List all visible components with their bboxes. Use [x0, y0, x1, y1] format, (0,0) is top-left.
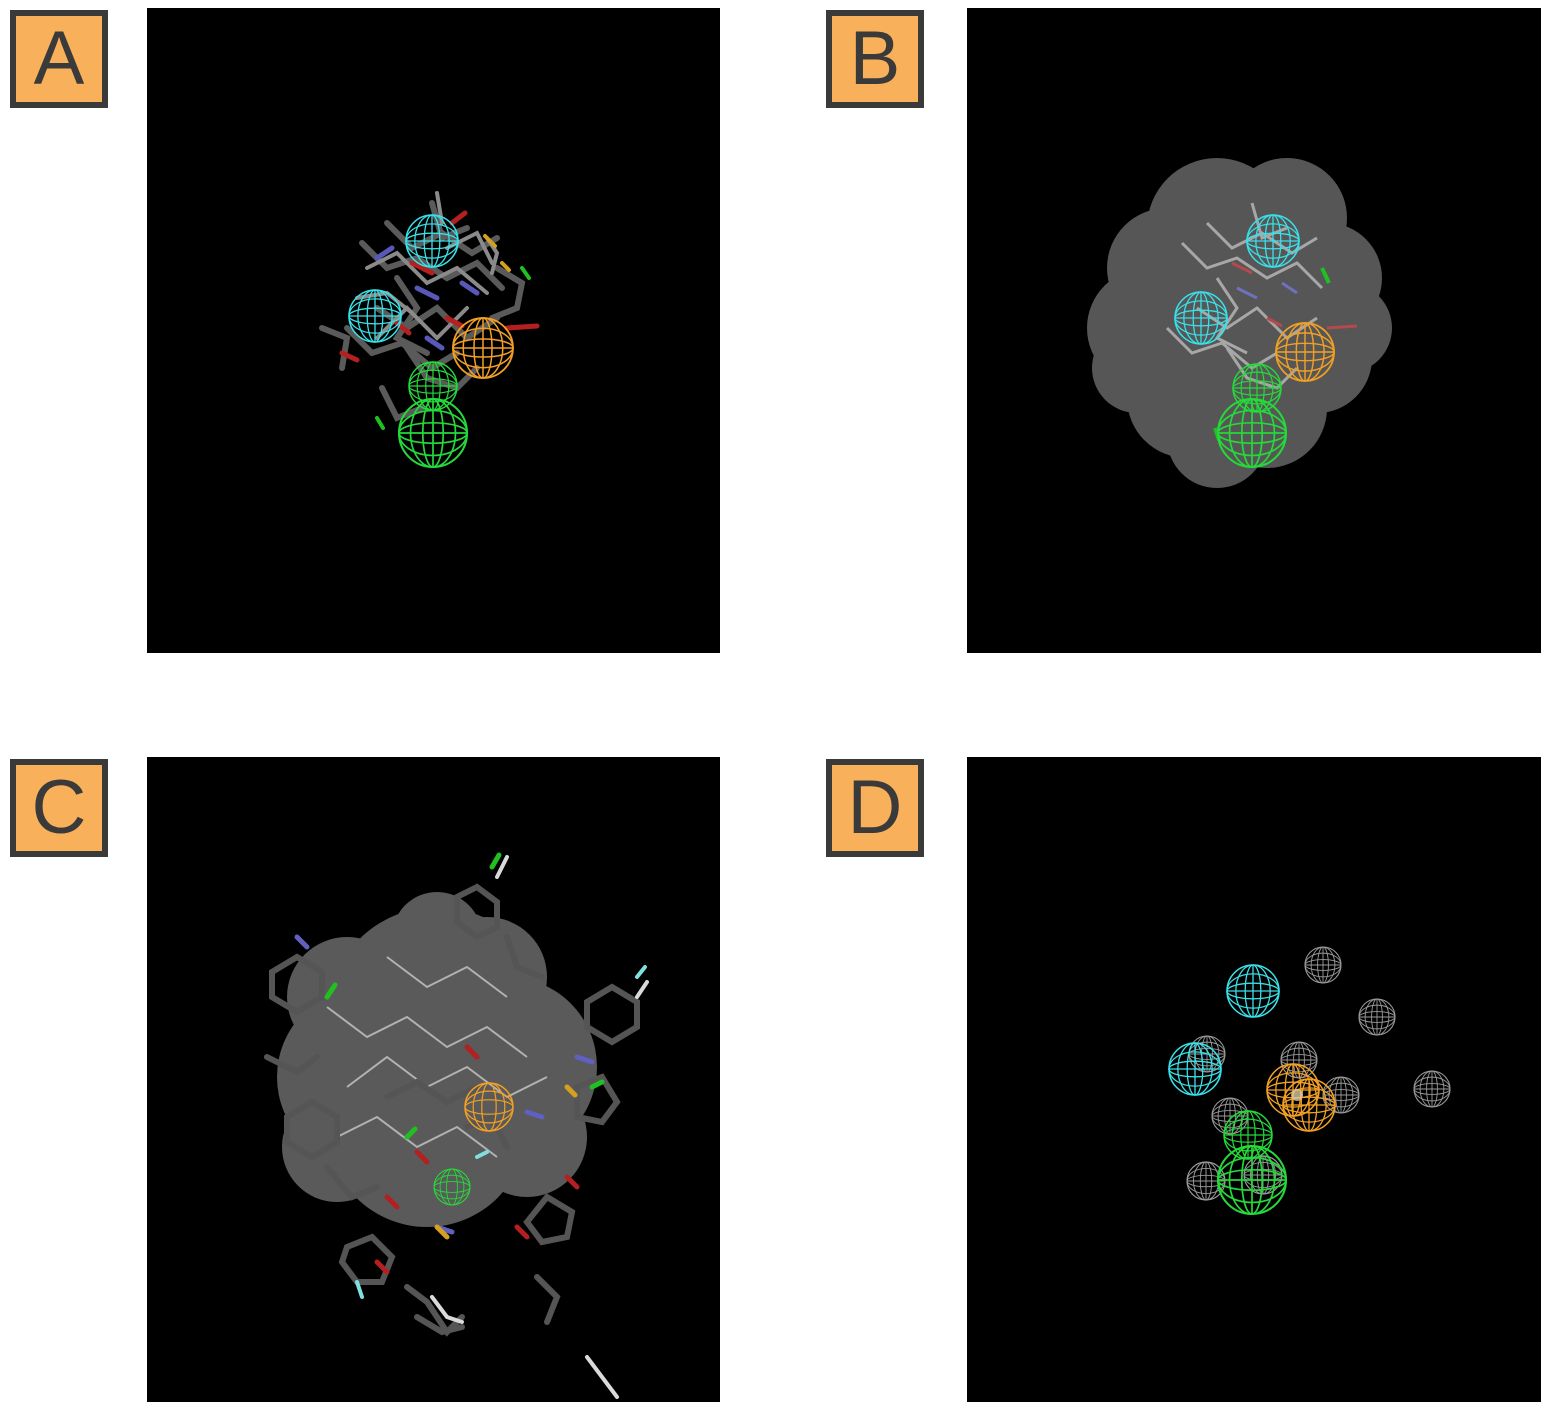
panel-label-c: C — [10, 759, 108, 857]
hbond-acceptor-feature-sphere — [1227, 965, 1279, 1017]
panel-label-d: D — [826, 759, 924, 857]
exclusion-volume-sphere — [1212, 1098, 1248, 1134]
exclusion-volume-sphere — [1359, 999, 1395, 1035]
exclusion-volume-sphere — [1414, 1071, 1450, 1107]
aromatic-ring-feature-sphere — [1267, 1064, 1319, 1116]
hydrophobic-feature-sphere — [1218, 399, 1286, 467]
hbond-acceptor-feature-sphere — [406, 215, 458, 267]
hbond-acceptor-feature-sphere — [1247, 215, 1299, 267]
panel-b-image — [967, 8, 1541, 653]
hydrophobic-feature-sphere — [399, 399, 467, 467]
panel-label-b: B — [826, 10, 924, 108]
aromatic-ring-feature-sphere — [1283, 1079, 1335, 1131]
shape-surface — [277, 892, 597, 1227]
aromatic-ring-feature-sphere — [1276, 323, 1334, 381]
hydrophobic-feature-sphere — [1218, 1146, 1286, 1214]
panel-label-a: A — [10, 10, 108, 108]
exclusion-volume-sphere — [1323, 1077, 1359, 1113]
panel-d-image — [967, 757, 1541, 1402]
aromatic-ring-feature-sphere — [453, 318, 513, 378]
panel-c-image — [147, 757, 720, 1402]
hbond-acceptor-feature-sphere — [1169, 1043, 1221, 1095]
panel-a-image — [147, 8, 720, 653]
hbond-acceptor-feature-sphere — [1175, 292, 1227, 344]
exclusion-volume-sphere — [1244, 1156, 1282, 1194]
exclusion-volume-sphere — [1305, 947, 1341, 983]
shape-surface — [1087, 158, 1392, 488]
hbond-acceptor-feature-sphere — [349, 290, 401, 342]
